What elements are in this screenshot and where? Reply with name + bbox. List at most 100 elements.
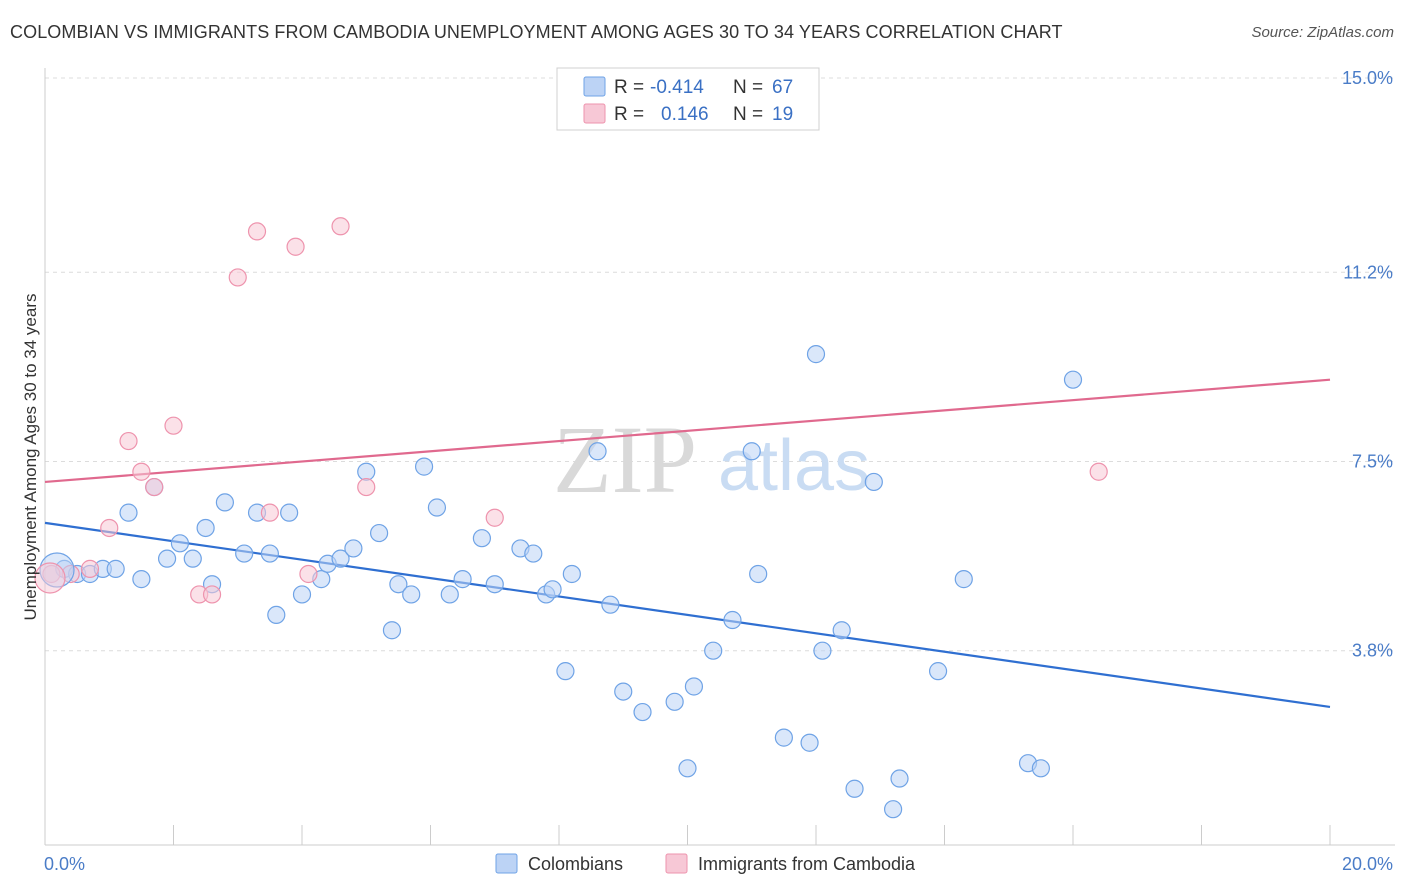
- x-tick-label: 0.0%: [44, 854, 85, 874]
- bottom-legend-label: Immigrants from Cambodia: [698, 854, 916, 874]
- data-point: [588, 442, 607, 461]
- data-point: [1031, 759, 1050, 778]
- data-point: [864, 472, 883, 492]
- legend-r-label: R =: [614, 104, 644, 125]
- data-point: [292, 585, 312, 604]
- data-point: [331, 217, 350, 236]
- data-point: [280, 503, 299, 522]
- data-point: [228, 268, 247, 287]
- legend-n-label: N =: [733, 104, 763, 125]
- data-point: [1063, 370, 1083, 389]
- trendline: [44, 378, 1331, 484]
- data-point: [247, 222, 267, 241]
- y-tick-label: 15.0%: [1342, 68, 1393, 88]
- legend-r-label: R =: [614, 77, 644, 98]
- data-point: [883, 800, 903, 819]
- data-point: [472, 529, 491, 548]
- data-point: [260, 544, 279, 563]
- data-point: [402, 585, 421, 604]
- y-tick-label: 11.2%: [1343, 262, 1393, 282]
- data-point: [749, 564, 768, 584]
- data-point: [601, 595, 620, 614]
- data-point: [183, 549, 202, 568]
- trendline: [44, 521, 1331, 709]
- data-point: [344, 539, 363, 558]
- data-point: [813, 641, 832, 660]
- data-point: [370, 523, 389, 543]
- legend-n-label: N =: [733, 77, 763, 98]
- data-point: [723, 610, 742, 630]
- data-point: [684, 677, 704, 696]
- data-point: [164, 416, 183, 435]
- legend-r-value: 0.146: [661, 104, 709, 125]
- data-point: [119, 431, 138, 451]
- data-point: [215, 493, 234, 512]
- watermark-zip: ZIP: [553, 406, 697, 513]
- data-point: [954, 570, 973, 589]
- data-point: [196, 518, 215, 538]
- data-point: [774, 728, 793, 747]
- data-point: [382, 621, 402, 640]
- data-point: [832, 621, 851, 640]
- data-point: [34, 562, 66, 594]
- trendlines: [44, 378, 1331, 709]
- data-point: [800, 733, 819, 752]
- y-tick-label: 3.8%: [1352, 641, 1393, 661]
- source-label: Source: ZipAtlas.com: [1251, 24, 1394, 41]
- data-point: [556, 662, 575, 681]
- data-point: [331, 549, 350, 568]
- data-point: [357, 477, 376, 497]
- data-point: [453, 570, 472, 589]
- axes: [44, 68, 1395, 846]
- data-point: [299, 564, 318, 584]
- bottom-legend-label: Colombians: [528, 854, 623, 874]
- data-point: [678, 759, 697, 778]
- data-point: [170, 534, 190, 553]
- data-point: [132, 462, 151, 481]
- data-point: [132, 570, 151, 589]
- data-point: [389, 575, 408, 594]
- legend-r-value: -0.414: [650, 77, 704, 98]
- legend-swatch-pink: [583, 103, 606, 124]
- data-point: [235, 544, 254, 563]
- data-point: [742, 442, 761, 461]
- data-point: [1089, 462, 1108, 481]
- data-point: [202, 585, 222, 604]
- data-point: [157, 549, 177, 568]
- bottom-legend-swatch-blue: [495, 853, 518, 874]
- grid-lines: [45, 77, 1395, 652]
- data-point: [440, 585, 459, 604]
- data-point: [524, 544, 543, 563]
- legend-swatch-blue: [583, 76, 606, 97]
- data-points: [34, 217, 1108, 819]
- data-point: [119, 503, 138, 522]
- watermark-atlas: atlas: [718, 426, 870, 506]
- bottom-legend: Colombians Immigrants from Cambodia: [495, 853, 916, 874]
- data-point: [485, 575, 504, 594]
- data-point: [106, 559, 125, 578]
- legend-box: R = -0.414 N = 67 R = 0.146 N = 19: [556, 67, 820, 131]
- data-point: [286, 237, 305, 256]
- data-point: [260, 503, 279, 522]
- data-point: [633, 702, 652, 722]
- data-point: [427, 498, 447, 517]
- data-point: [614, 682, 633, 701]
- data-point: [414, 457, 434, 476]
- legend-n-value: 19: [772, 104, 793, 125]
- data-point: [267, 605, 286, 625]
- y-tick-labels: 3.8% 7.5% 11.2% 15.0%: [1342, 68, 1393, 661]
- data-point: [562, 564, 581, 584]
- data-point: [100, 518, 119, 538]
- data-point: [890, 769, 909, 788]
- data-point: [485, 508, 504, 527]
- legend-n-value: 67: [772, 77, 793, 98]
- data-point: [845, 779, 864, 798]
- y-tick-label: 7.5%: [1352, 452, 1393, 472]
- data-point: [357, 462, 376, 481]
- data-point: [928, 662, 948, 681]
- bottom-legend-swatch-pink: [665, 853, 688, 874]
- data-point: [543, 580, 562, 599]
- watermark: ZIP atlas: [553, 406, 870, 513]
- data-point: [665, 692, 684, 711]
